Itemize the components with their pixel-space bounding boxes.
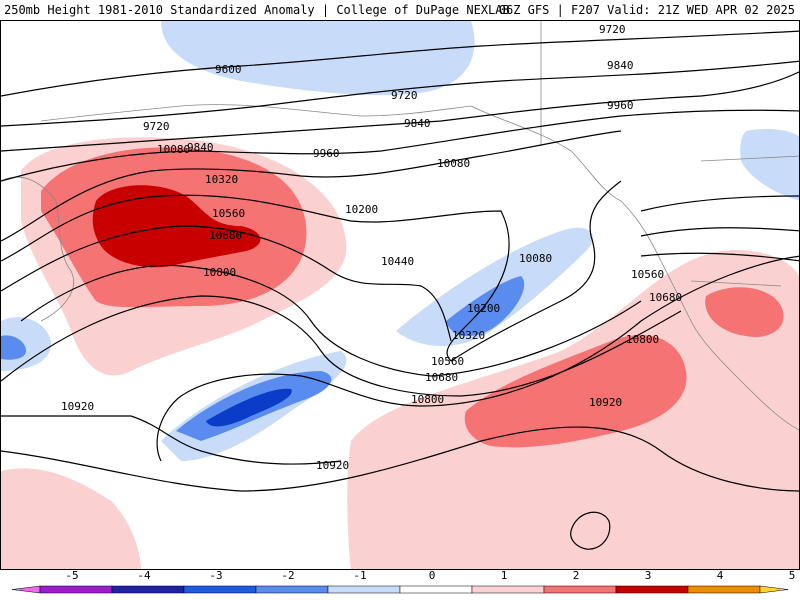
contour-label-9600: 9600 (215, 63, 242, 76)
colorbar-right-tip (759, 585, 789, 594)
coastlines (1, 21, 799, 431)
colorbar-swatches (11, 585, 789, 594)
anomaly-pos2-east (464, 335, 687, 448)
contour-label-9840: 9840 (187, 141, 214, 154)
contour-label-10680: 10680 (649, 291, 682, 304)
colorbar-tick-label: 4 (717, 570, 724, 582)
contour-label-10320: 10320 (205, 173, 238, 186)
contour-label-10560: 10560 (631, 268, 664, 281)
anomaly-neg2-west (1, 335, 26, 360)
colorbar-swatch (255, 585, 329, 594)
anomaly-pos2-sw (705, 287, 784, 337)
contour-label-10560: 10560 (431, 355, 464, 368)
contour-label-10320: 10320 (452, 329, 485, 342)
contour-label-9720: 9720 (599, 23, 626, 36)
contour-label-10440: 10440 (381, 255, 414, 268)
contour-label-10800: 10800 (626, 333, 659, 346)
colorbar-tick-label: -3 (209, 570, 222, 582)
colorbar-ticks: -5 -4 -3 -2 -1 0 1 2 3 4 5 (65, 570, 795, 582)
contour-label-9960: 9960 (607, 99, 634, 112)
colorbar-tick-label: -4 (137, 570, 151, 582)
contour-label-10920: 10920 (589, 396, 622, 409)
contour-label-10080: 10080 (519, 252, 552, 265)
anomaly-neg4-south (206, 388, 292, 427)
contour-label-10800: 10800 (203, 266, 236, 279)
contour-label-9960: 9960 (313, 147, 340, 160)
colorbar-swatch (543, 585, 617, 594)
anomaly-pos1-south (1, 468, 141, 569)
contour-label-9840: 9840 (607, 59, 634, 72)
colorbar-tick-label: -2 (281, 570, 294, 582)
colorbar-swatch (471, 585, 545, 594)
contour-label-10680: 10680 (425, 371, 458, 384)
model-valid-time: 06Z GFS | F207 Valid: 21Z WED APR 02 202… (498, 3, 795, 17)
anomaly-neg1-center (396, 227, 593, 346)
anomaly-colorbar: -5 -4 -3 -2 -1 0 1 2 3 4 5 (11, 570, 795, 594)
negative-anomaly-shading (1, 21, 799, 461)
colorbar-swatch (111, 585, 185, 594)
contour-label-10800: 10800 (411, 393, 444, 406)
contour-label-10680: 10680 (209, 229, 242, 242)
contour-label-10560: 10560 (212, 207, 245, 220)
contour-label-10920: 10920 (61, 400, 94, 413)
colorbar-tick-label: -5 (65, 570, 78, 582)
anomaly-neg1-north (161, 21, 475, 96)
contour-label-10080: 10080 (157, 143, 190, 156)
colorbar-swatch (399, 585, 473, 594)
contour-label-10920: 10920 (316, 459, 349, 472)
colorbar-swatch (39, 585, 113, 594)
contour-label-9720: 9720 (143, 120, 170, 133)
contour-label-10080: 10080 (437, 157, 470, 170)
contour-label-10200: 10200 (345, 203, 378, 216)
height-contours (1, 30, 799, 550)
colorbar-left-tip (11, 585, 41, 594)
map-panel: 9600 9720 9720 9720 9840 9840 9840 9960 … (0, 20, 800, 570)
colorbar-swatch (327, 585, 401, 594)
colorbar-tick-label: 3 (645, 570, 652, 582)
colorbar-swatch (183, 585, 257, 594)
contour-label-9720: 9720 (391, 89, 418, 102)
colorbar-tick-label: 5 (789, 570, 796, 582)
colorbar-tick-label: 1 (501, 570, 508, 582)
colorbar-tick-label: 0 (429, 570, 436, 582)
colorbar-swatch (687, 585, 761, 594)
anomaly-map: 9600 9720 9720 9720 9840 9840 9840 9960 … (1, 21, 799, 569)
contour-label-10200: 10200 (467, 302, 500, 315)
contour-labels: 9600 9720 9720 9720 9840 9840 9840 9960 … (61, 23, 682, 472)
colorbar-tick-label: -1 (353, 570, 366, 582)
colorbar-tick-label: 2 (573, 570, 580, 582)
anomaly-neg1-ne (740, 129, 799, 201)
map-title: 250mb Height 1981-2010 Standardized Anom… (4, 3, 510, 17)
positive-anomaly-shading (1, 137, 799, 569)
contour-label-9840: 9840 (404, 117, 431, 130)
colorbar-swatch (615, 585, 689, 594)
